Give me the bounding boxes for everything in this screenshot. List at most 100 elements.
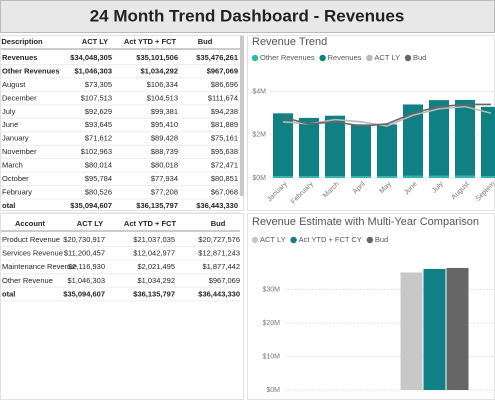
chart-title: Revenue Trend	[252, 36, 327, 48]
bar	[325, 115, 345, 177]
table-cell: $86,696	[211, 80, 238, 89]
bar	[351, 176, 371, 178]
legend-marker	[366, 54, 373, 62]
table-cell: $92,629	[85, 107, 112, 116]
content: Description ACT LY Act YTD + FCT Bud Revenue…	[1, 36, 495, 394]
title-bar	[0, 0, 495, 33]
table-cell: August	[2, 80, 26, 89]
table-cell: $36,443,330	[196, 201, 238, 210]
y-tick-label: $30M	[262, 286, 280, 293]
table-cell: Services Revenue	[2, 249, 63, 258]
table-cell: Revenues	[2, 53, 37, 62]
table-cell: $2,116,930	[68, 262, 105, 271]
table-cell: $93,645	[85, 120, 112, 129]
scrollbar[interactable]	[240, 36, 244, 196]
column-header: Description	[1, 37, 43, 46]
table-cell: January	[2, 134, 29, 143]
y-tick-label: $0M	[266, 387, 280, 394]
bar	[481, 176, 495, 178]
table-cell: $1,046,303	[74, 66, 112, 75]
column-header: ACT LY	[77, 219, 103, 228]
table-cell: $1,034,292	[140, 66, 178, 75]
table-cell: $20,727,576	[198, 235, 240, 244]
table-cell: $11,200,457	[64, 249, 105, 258]
bar	[481, 106, 495, 177]
table-cell: $71,612	[85, 134, 112, 143]
bar	[423, 268, 446, 390]
table-cell: $95,784	[85, 174, 112, 183]
table-cell: November	[2, 147, 37, 156]
bar	[446, 267, 469, 390]
table-cell: Other Revenue	[2, 276, 53, 285]
table-cell: $36,443,330	[198, 289, 240, 298]
line	[282, 103, 491, 127]
table-cell: $102,963	[81, 147, 112, 156]
column-header: ACT LY	[82, 37, 108, 46]
legend-marker	[319, 54, 326, 62]
bar	[400, 272, 423, 390]
table-cell: $1,046,303	[67, 276, 105, 285]
table-cell: October	[2, 174, 29, 183]
bar	[351, 124, 371, 177]
bar	[325, 176, 345, 178]
table-cell: $1,034,292	[137, 276, 175, 285]
y-tick-label: $10M	[262, 353, 280, 360]
table-cell: June	[2, 120, 18, 129]
table-cell: $35,476,261	[196, 53, 238, 62]
bar	[377, 176, 397, 178]
table-cell: $967,069	[209, 276, 240, 285]
legend-label: ACT LY	[374, 53, 400, 62]
table-cell: $1,877,442	[202, 262, 240, 271]
bar	[429, 100, 449, 176]
table-cell: $12,042,977	[133, 249, 175, 258]
table-cell: $77,934	[151, 174, 178, 183]
table-cell: March	[2, 161, 23, 170]
table-cell: Maintenance Revenue	[2, 262, 77, 271]
column-header: Act YTD + FCT	[124, 37, 177, 46]
table-cell: $107,513	[81, 93, 112, 102]
table-cell: $80,014	[85, 161, 112, 170]
legend-label: ACT LY	[260, 235, 286, 244]
legend-label: Bud	[375, 235, 388, 244]
table-cell: $88,739	[151, 147, 178, 156]
table-cell: $72,471	[211, 161, 238, 170]
table-cell: $2,021,495	[137, 262, 175, 271]
bar	[299, 176, 319, 178]
y-tick-label: $2M	[252, 132, 266, 139]
bar	[403, 104, 423, 176]
table-cell: $77,208	[151, 187, 178, 196]
table-cell: $95,638	[211, 147, 238, 156]
y-tick-label: $0M	[252, 175, 266, 182]
legend-marker	[251, 54, 259, 62]
table-cell: $35,094,607	[70, 201, 112, 210]
bar	[455, 99, 475, 176]
legend-label: Act YTD + FCT CY	[299, 235, 362, 244]
table-cell: Product Revenue	[2, 235, 60, 244]
bar	[429, 175, 449, 178]
table-cell: $12,871,243	[198, 249, 240, 258]
column-header: Act YTD + FCT	[124, 219, 177, 228]
table-cell: $94,238	[211, 107, 238, 116]
column-header: Bud	[198, 37, 213, 46]
table-cell: $95,410	[151, 120, 178, 129]
bar	[299, 117, 319, 177]
table-cell: otal	[2, 201, 15, 210]
table-cell: $34,048,305	[70, 53, 112, 62]
legend-marker	[251, 236, 259, 244]
column-header: Account	[15, 219, 46, 228]
bar	[403, 175, 423, 178]
table-cell: otal	[2, 289, 15, 298]
column-header: Bud	[211, 219, 226, 228]
table-cell: $111,674	[208, 93, 238, 102]
bar	[455, 175, 475, 178]
table-cell: $80,018	[151, 161, 178, 170]
table-cell: July	[2, 107, 16, 116]
legend-label: Revenues	[328, 53, 362, 62]
legend-marker	[290, 236, 297, 244]
table-cell: February	[2, 187, 32, 196]
table-cell: $99,381	[151, 107, 178, 116]
table-cell: December	[2, 93, 37, 102]
legend-marker	[366, 236, 374, 244]
bar	[273, 176, 293, 178]
